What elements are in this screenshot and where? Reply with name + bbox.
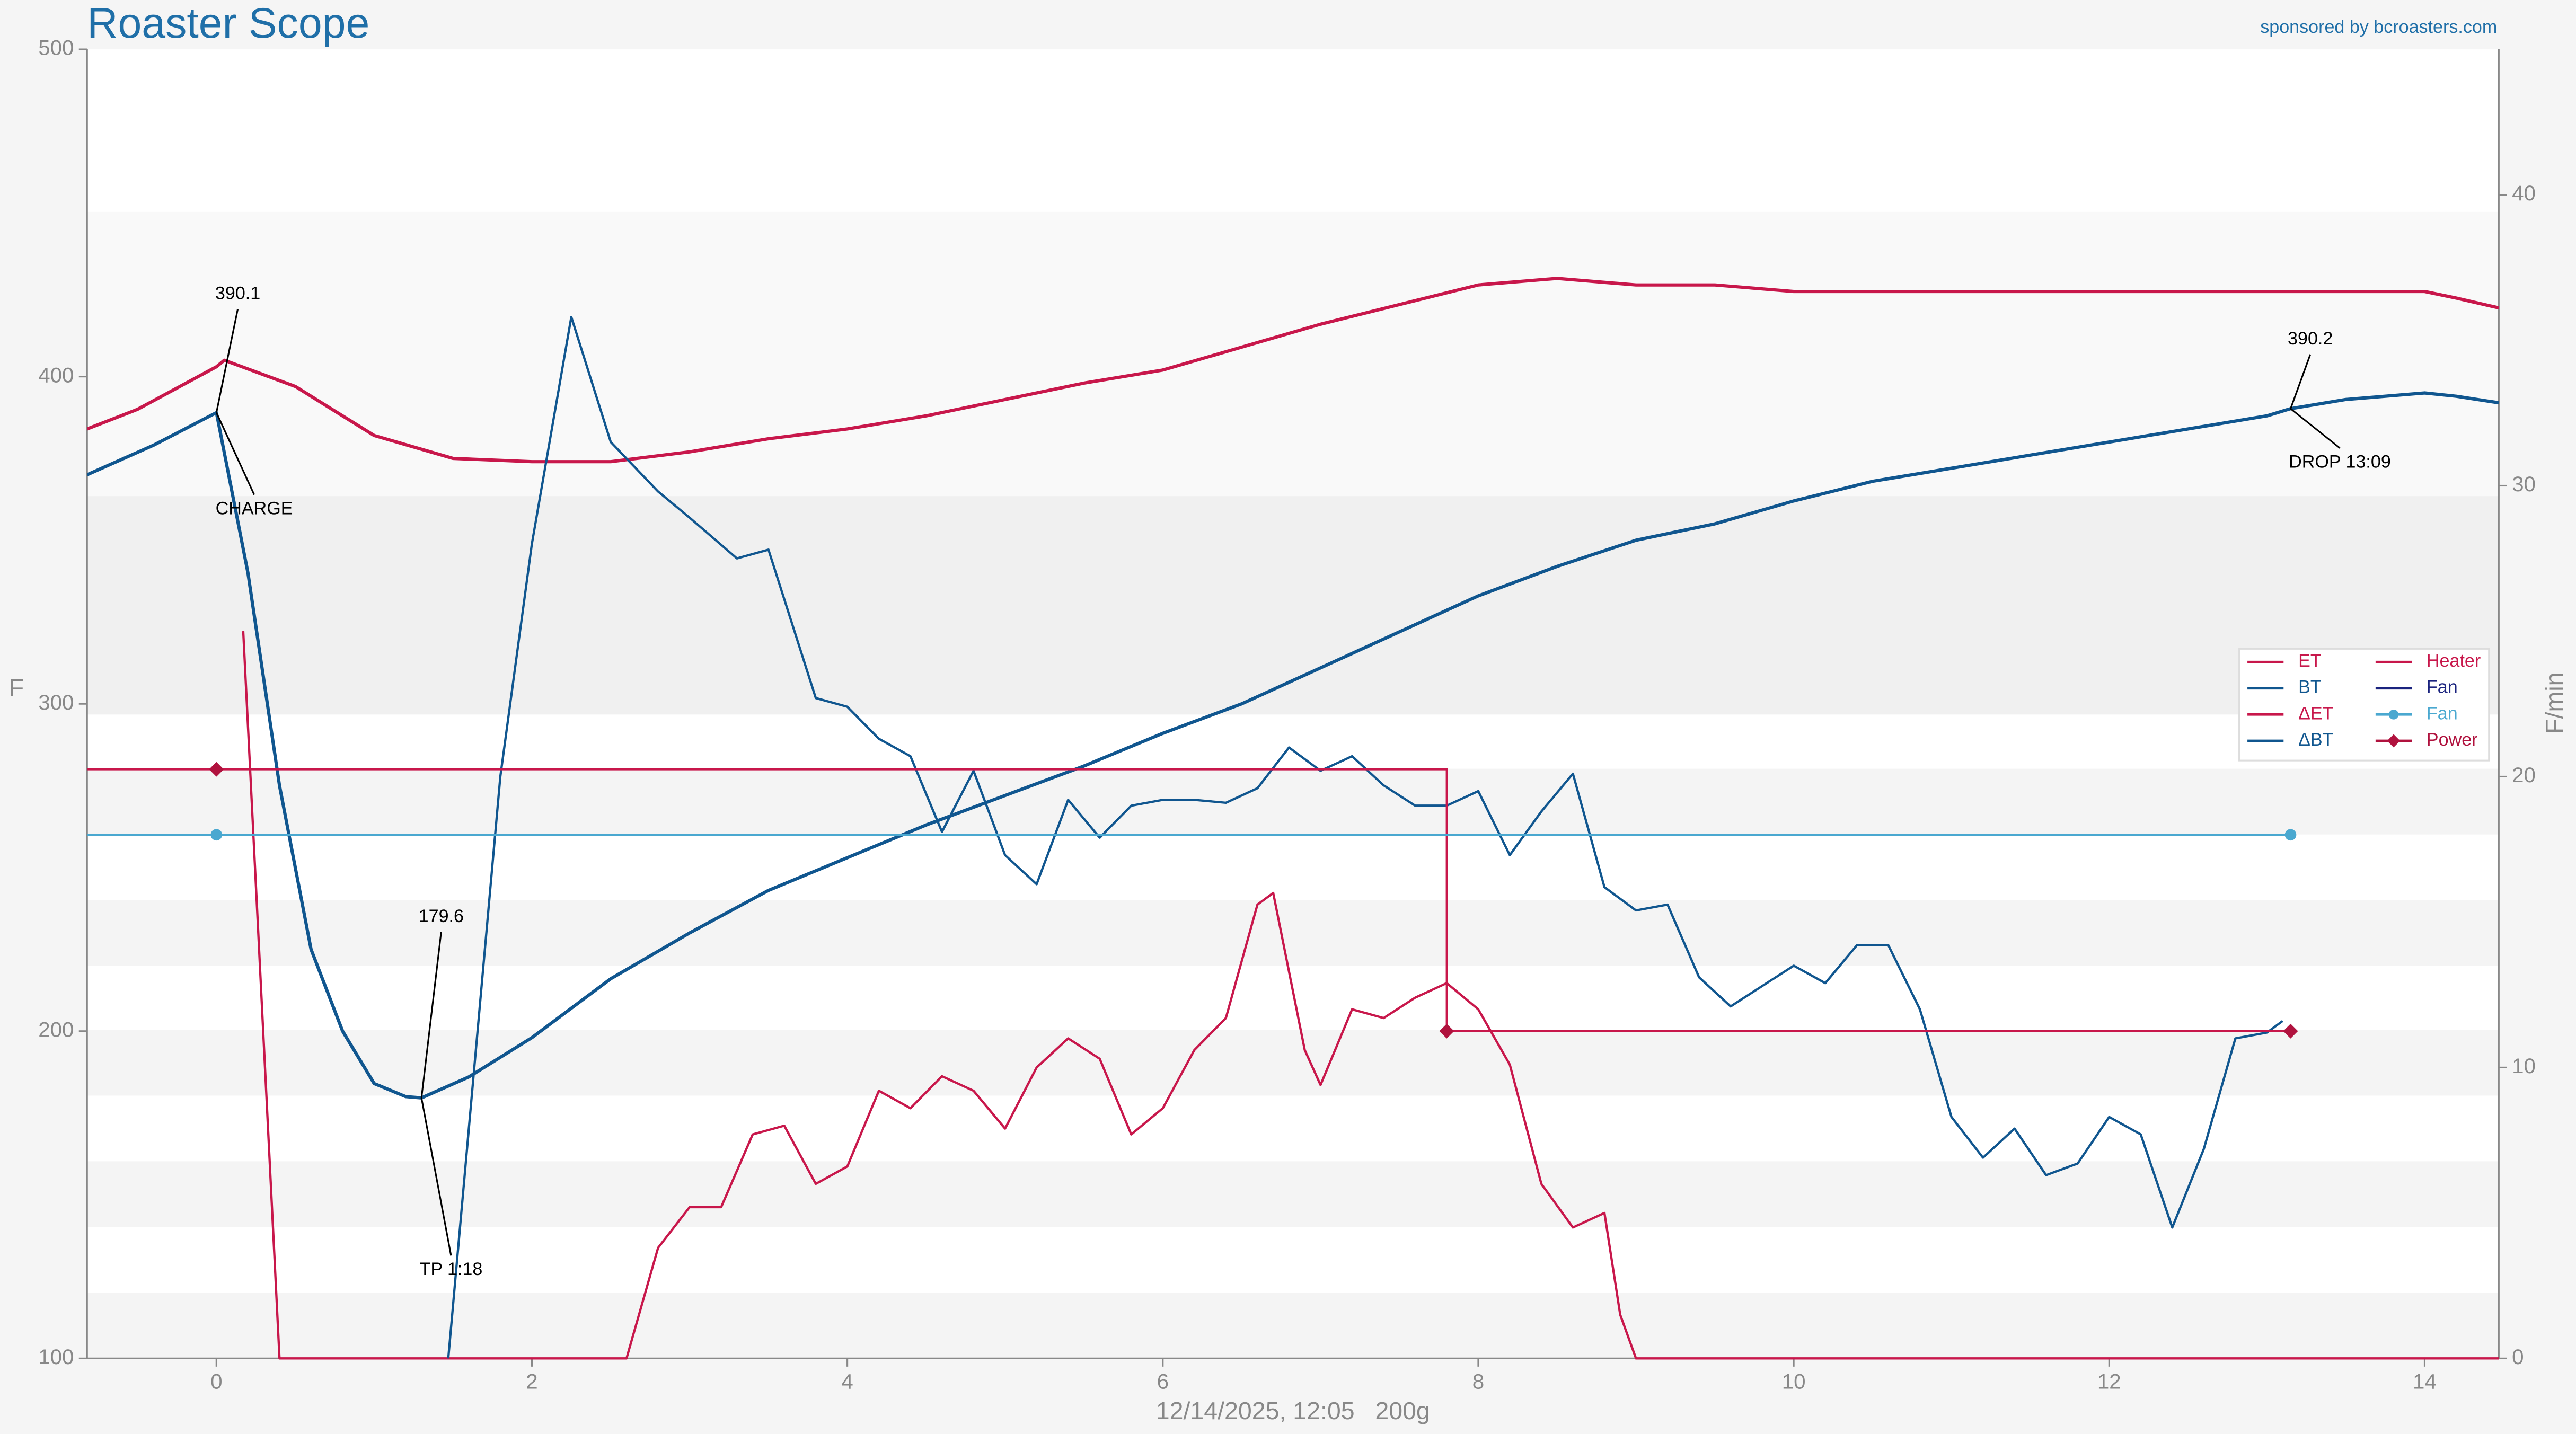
legend-label: Fan	[2427, 677, 2458, 697]
annotation-leader	[2290, 354, 2312, 409]
series-line	[242, 631, 2499, 1360]
annotation: TP 1:18	[420, 1259, 483, 1279]
legend-marker	[2388, 710, 2399, 720]
legend-label: Fan	[2427, 703, 2458, 723]
y2-tick-label: 20	[2512, 763, 2536, 787]
subtitle: sponsored by bcroasters.com	[2260, 17, 2497, 37]
y-tick-label: 300	[38, 691, 74, 714]
annotation-leader	[420, 1097, 452, 1256]
annotation-leader	[420, 932, 442, 1098]
band	[87, 496, 2499, 715]
x-tick-label: 8	[1472, 1369, 1484, 1393]
x-tick-label: 0	[210, 1369, 222, 1393]
legend-label: BT	[2298, 677, 2322, 697]
footer: 12/14/2025, 12:05 200g	[1156, 1397, 1430, 1424]
band	[87, 768, 2499, 835]
marker	[210, 829, 223, 841]
y2-axis-label: F/min	[2540, 672, 2568, 734]
legend-label: ET	[2298, 651, 2322, 671]
y2-tick-label: 10	[2512, 1054, 2536, 1078]
marker	[209, 762, 224, 777]
series-step	[87, 768, 2291, 1032]
annotation-leader	[2290, 408, 2341, 449]
x-tick-label: 10	[1782, 1369, 1806, 1393]
marker	[2284, 829, 2297, 841]
y-tick-label: 500	[38, 36, 74, 60]
y-tick-label: 400	[38, 363, 74, 387]
legend-marker	[2387, 734, 2401, 748]
marker	[1439, 1023, 1454, 1039]
legend-label: ΔET	[2298, 703, 2333, 723]
legend-label: Power	[2427, 730, 2478, 750]
y-tick-label: 100	[38, 1345, 74, 1369]
background-bands	[87, 211, 2499, 1359]
band	[87, 211, 2499, 497]
series-line	[87, 391, 2499, 1100]
marker	[2283, 1023, 2298, 1039]
x-tick-label: 14	[2413, 1369, 2437, 1393]
x-tick-label: 12	[2097, 1369, 2121, 1393]
series-line	[87, 277, 2499, 464]
series-line	[447, 315, 2283, 1359]
legend-label: Heater	[2427, 651, 2481, 671]
y2-tick-label: 30	[2512, 472, 2536, 496]
y2-tick-label: 0	[2512, 1345, 2524, 1369]
x-tick-label: 4	[841, 1369, 853, 1393]
y-tick-label: 200	[38, 1017, 74, 1041]
annotation: 390.1	[215, 283, 260, 303]
band	[87, 1293, 2499, 1359]
annotation: DROP 13:09	[2289, 452, 2391, 472]
plot	[87, 277, 2499, 1360]
legend-label: ΔBT	[2298, 730, 2333, 750]
annotation-leader	[215, 308, 239, 413]
x-tick-label: 2	[526, 1369, 537, 1393]
annotation: CHARGE	[216, 498, 293, 518]
annotation-leader	[215, 412, 255, 495]
chart-title: Roaster Scope	[87, 0, 369, 47]
x-tick-label: 6	[1157, 1369, 1169, 1393]
annotation: 179.6	[419, 906, 464, 926]
y2-tick-label: 40	[2512, 181, 2536, 205]
band	[87, 1161, 2499, 1227]
annotation: 390.2	[2288, 329, 2333, 349]
y-axis-label: F	[9, 674, 24, 702]
